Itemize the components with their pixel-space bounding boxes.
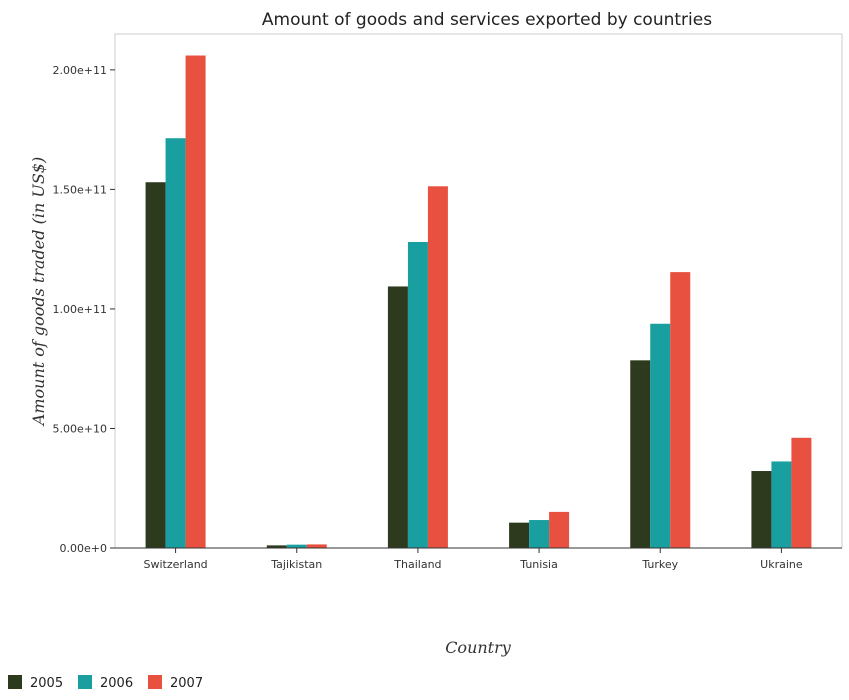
bar-thailand-2007 <box>427 186 448 548</box>
y-tick-label: 2.00e+11 <box>53 64 107 77</box>
bar-turkey-2006 <box>650 323 671 548</box>
bars-group <box>145 55 812 549</box>
chart-title: Amount of goods and services exported by… <box>262 10 712 30</box>
x-axis-label: Country <box>445 638 512 657</box>
legend-label-2006: 2006 <box>100 676 133 691</box>
legend-label-2005: 2005 <box>30 676 63 691</box>
x-tick-label: Thailand <box>393 558 441 571</box>
x-tick-label: Tunisia <box>519 558 558 571</box>
bar-tajikistan-2007 <box>306 544 327 548</box>
bar-ukraine-2006 <box>771 461 792 548</box>
bar-turkey-2007 <box>670 272 691 548</box>
x-tick-label: Tajikistan <box>270 558 322 571</box>
y-tick-label: 0.00e+0 <box>60 542 107 555</box>
x-tick-label: Ukraine <box>760 558 803 571</box>
y-axis-label: Amount of goods traded (in US$) <box>29 157 48 427</box>
bar-thailand-2006 <box>407 241 428 548</box>
legend-swatch-2007 <box>148 675 162 689</box>
bar-thailand-2005 <box>387 286 408 548</box>
y-tick-label: 5.00e+10 <box>53 422 107 435</box>
legend-swatch-2005 <box>8 675 22 689</box>
bar-switzerland-2007 <box>185 55 206 549</box>
legend: 2005 2006 2007 <box>8 675 203 691</box>
bar-tajikistan-2006 <box>286 544 307 548</box>
x-tick-label: Switzerland <box>143 558 207 571</box>
bar-tunisia-2006 <box>529 520 550 548</box>
bar-ukraine-2005 <box>751 471 772 548</box>
y-tick-label: 1.00e+11 <box>53 303 107 316</box>
bar-tunisia-2007 <box>549 511 570 548</box>
x-tick-label: Turkey <box>641 558 678 571</box>
y-tick-label: 1.50e+11 <box>53 183 107 196</box>
y-tick-labels: 0.00e+0 5.00e+10 1.00e+11 1.50e+11 2.00e+11 <box>53 64 115 555</box>
bar-tajikistan-2005 <box>266 545 287 548</box>
x-tick-labels: Switzerland Tajikistan Thailand Tunisia Turk… <box>143 548 803 571</box>
legend-label-2007: 2007 <box>170 676 203 691</box>
bar-ukraine-2007 <box>791 437 812 548</box>
bar-tunisia-2005 <box>509 522 530 548</box>
bar-turkey-2005 <box>630 360 651 548</box>
bar-switzerland-2006 <box>165 138 186 548</box>
bar-switzerland-2005 <box>145 182 166 548</box>
plot-frame <box>114 33 843 549</box>
legend-swatch-2006 <box>78 675 92 689</box>
